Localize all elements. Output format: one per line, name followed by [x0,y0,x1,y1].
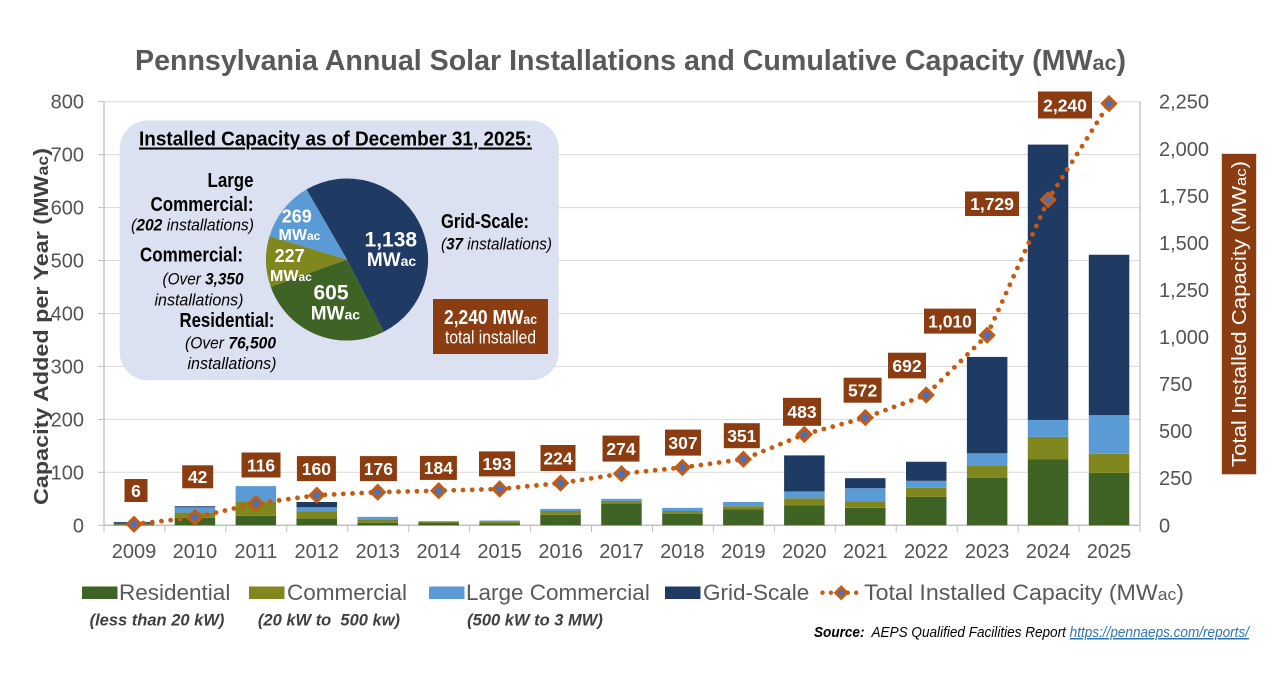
svg-text:installations): installations) [188,355,277,373]
svg-text:installations): installations) [155,292,244,310]
svg-text:2,250: 2,250 [1159,92,1209,114]
svg-text:2011: 2011 [234,541,277,563]
svg-text:Source: AEPS Qualified Facili: Source: AEPS Qualified Facilities Report… [814,624,1251,641]
svg-text:483: 483 [787,402,816,422]
svg-text:351: 351 [727,426,756,446]
svg-text:572: 572 [848,381,877,401]
svg-text:2012: 2012 [295,541,340,563]
svg-text:Large: Large [208,170,254,192]
svg-text:274: 274 [606,439,635,459]
svg-text:42: 42 [188,467,208,487]
svg-text:2,240 MWac: 2,240 MWac [444,307,537,329]
svg-text:100: 100 [51,462,84,484]
svg-text:227: 227 [275,246,305,266]
svg-text:2015: 2015 [477,541,522,563]
svg-text:(500 kW to 3 MW): (500 kW to 3 MW) [467,612,603,630]
svg-text:Total Installed Capacity (MWac: Total Installed Capacity (MWac) [864,580,1184,605]
svg-text:600: 600 [51,198,84,220]
svg-text:MWac: MWac [367,250,417,271]
svg-text:2014: 2014 [416,541,461,563]
svg-text:(202 installations): (202 installations) [131,217,254,235]
svg-text:6: 6 [131,481,141,501]
svg-text:1,250: 1,250 [1159,280,1209,302]
svg-text:700: 700 [51,145,84,167]
svg-text:(less than 20 kW): (less than 20 kW) [90,612,225,630]
svg-text:400: 400 [51,304,84,326]
svg-text:2016: 2016 [538,541,583,563]
svg-text:2023: 2023 [965,541,1010,563]
svg-text:Commercial:: Commercial: [151,194,254,216]
svg-text:Residential: Residential [119,580,230,605]
svg-text:200: 200 [51,409,84,431]
svg-text:2009: 2009 [112,541,157,563]
svg-text:(Over 3,350: (Over 3,350 [163,271,245,289]
svg-text:800: 800 [51,92,84,114]
svg-text:176: 176 [364,459,393,479]
svg-text:692: 692 [892,356,921,376]
svg-text:160: 160 [302,459,331,479]
svg-text:MWac: MWac [279,227,321,244]
svg-text:Grid-Scale: Grid-Scale [703,580,809,605]
svg-text:(20 kW to 500 kw): (20 kW to 500 kw) [258,612,401,630]
svg-text:2025: 2025 [1087,541,1132,563]
svg-text:2013: 2013 [355,541,400,563]
svg-text:269: 269 [282,207,312,227]
svg-text:1,729: 1,729 [970,194,1014,214]
svg-text:(Over 76,500: (Over 76,500 [185,335,277,353]
svg-text:MWac: MWac [311,304,361,325]
svg-text:1,000: 1,000 [1159,327,1209,349]
svg-text:116: 116 [247,455,275,475]
svg-text:0: 0 [73,515,84,537]
svg-text:Grid-Scale:: Grid-Scale: [441,211,529,233]
svg-text:2017: 2017 [599,541,644,563]
svg-text:2019: 2019 [721,541,766,563]
svg-text:307: 307 [668,433,697,453]
svg-text:500: 500 [51,251,84,273]
svg-text:250: 250 [1159,468,1192,490]
svg-text:193: 193 [482,454,511,474]
svg-text:0: 0 [1159,515,1170,537]
svg-text:1,138: 1,138 [365,229,418,252]
svg-text:500: 500 [1159,421,1192,443]
svg-text:605: 605 [313,282,348,305]
svg-text:2021: 2021 [843,541,888,563]
svg-text:2020: 2020 [782,541,827,563]
svg-text:total installed: total installed [445,328,536,348]
svg-text:300: 300 [51,356,84,378]
svg-text:1,500: 1,500 [1159,233,1209,255]
svg-text:224: 224 [543,448,572,468]
svg-text:MWac: MWac [270,268,312,285]
svg-text:Residential:: Residential: [180,310,275,332]
svg-text:Commercial: Commercial [287,580,407,605]
svg-text:750: 750 [1159,374,1192,396]
svg-text:2018: 2018 [660,541,705,563]
svg-text:2024: 2024 [1026,541,1071,563]
svg-text:2010: 2010 [173,541,218,563]
svg-text:1,010: 1,010 [928,311,972,331]
svg-text:Commercial:: Commercial: [140,245,243,267]
svg-text:2,240: 2,240 [1043,95,1087,115]
svg-text:(37 installations): (37 installations) [441,236,552,254]
svg-text:Large Commercial: Large Commercial [466,580,650,605]
svg-text:Pennsylvania Annual Solar Inst: Pennsylvania Annual Solar Installations … [135,45,1126,77]
svg-text:1,750: 1,750 [1159,186,1209,208]
svg-text:Installed Capacity as of Decem: Installed Capacity as of December 31, 20… [139,128,532,151]
svg-text:Total Installed Capacity (MWac: Total Installed Capacity (MWac) [1229,161,1251,467]
svg-text:2022: 2022 [904,541,949,563]
svg-text:2,000: 2,000 [1159,139,1209,161]
svg-text:Capacity Added per Year (MWac): Capacity Added per Year (MWac) [30,148,53,505]
svg-text:184: 184 [424,458,453,478]
